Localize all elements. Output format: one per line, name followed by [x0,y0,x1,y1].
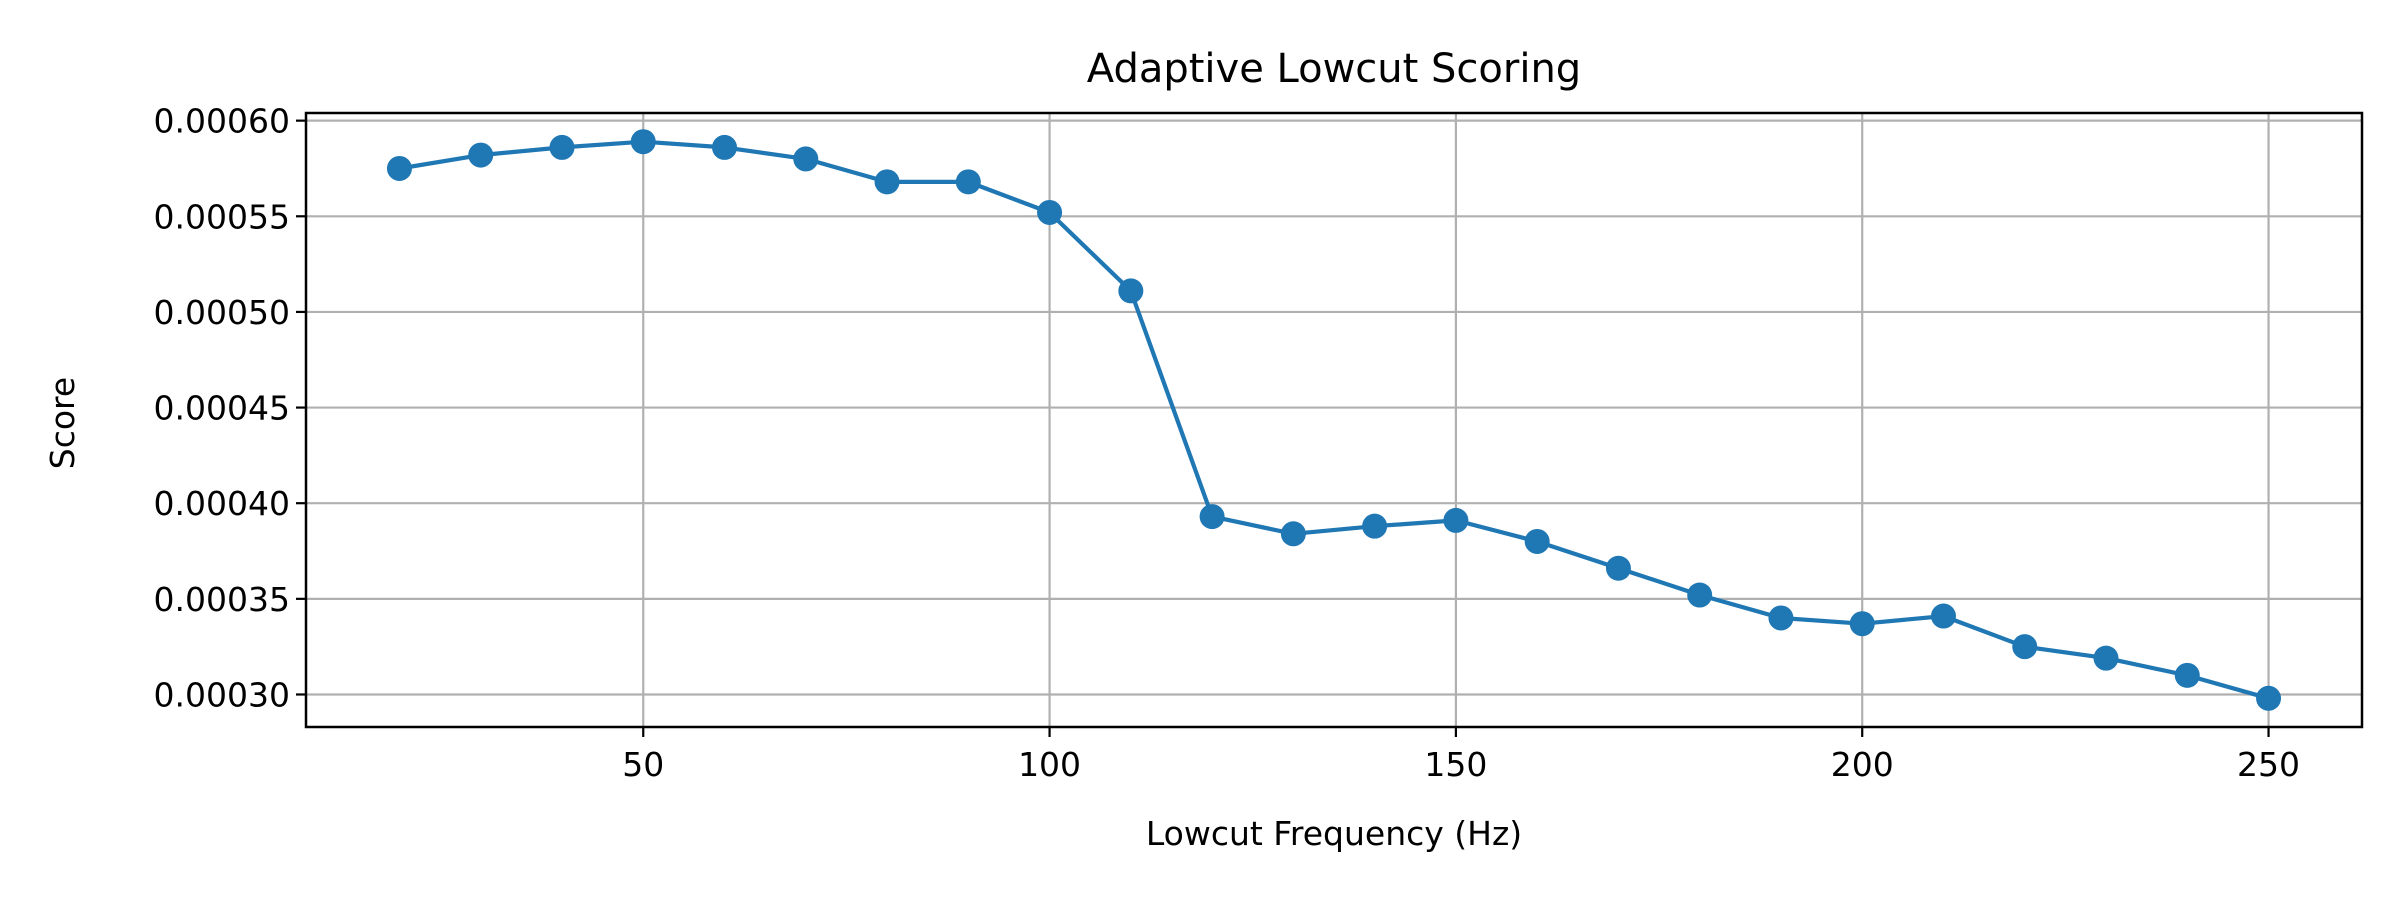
series-layer [386,129,2282,711]
y-axis-label: Score [43,377,82,469]
y-tick-label: 0.00050 [154,293,290,332]
grid [306,113,2362,727]
data-point [1280,521,1306,547]
data-point [1524,528,1550,554]
y-tick-label: 0.00030 [154,675,290,714]
data-point [1605,555,1631,581]
x-tick-label: 250 [2237,745,2300,784]
series-line [397,139,2271,701]
data-point [1687,582,1713,608]
data-point [630,129,656,155]
chart-title: Adaptive Lowcut Scoring [1087,46,1581,92]
x-tick-label: 150 [1424,745,1487,784]
y-tick-label: 0.00040 [154,484,290,523]
plot-frame [304,111,2364,729]
data-point [1362,513,1388,539]
y-tick-label: 0.00060 [154,102,290,141]
data-point [874,169,900,195]
x-tick-label: 200 [1831,745,1894,784]
data-point [712,134,738,160]
data-point [468,142,494,168]
data-point [1037,199,1063,225]
data-point [1849,611,1875,637]
data-point [2174,662,2200,688]
data-point [549,134,575,160]
data-point [2256,685,2282,711]
data-point [2012,634,2038,660]
data-point [1768,605,1794,631]
data-point [1930,603,1956,629]
data-point [2093,645,2119,671]
y-tick-label: 0.00035 [154,580,290,619]
ticks: 50 100 150 200 250 0.00030 0.00035 0.00040 0.000… [154,102,2301,784]
data-point [1118,278,1144,304]
x-tick-label: 50 [622,745,664,784]
data-point [793,146,819,172]
data-point [386,155,412,181]
data-point [1199,504,1225,530]
x-axis-label: Lowcut Frequency (Hz) [1146,814,1522,853]
x-tick-label: 100 [1018,745,1081,784]
y-tick-label: 0.00045 [154,389,290,428]
y-tick-label: 0.00055 [154,197,290,236]
data-point [955,169,981,195]
data-point [1443,507,1469,533]
